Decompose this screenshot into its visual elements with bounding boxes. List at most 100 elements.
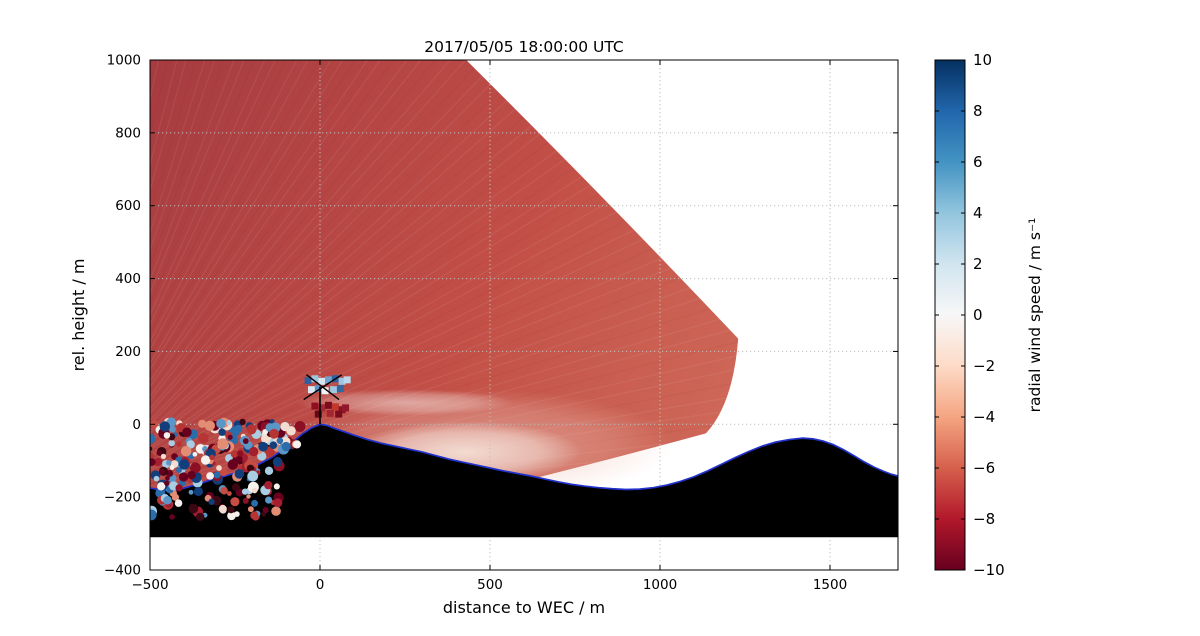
noisy-return-dot xyxy=(159,421,170,432)
noisy-return-dot xyxy=(292,440,302,449)
y-tick-label: 0 xyxy=(132,417,141,433)
noisy-return-dot xyxy=(246,464,255,472)
noisy-return-dot xyxy=(227,459,238,470)
noisy-return-dot xyxy=(153,457,163,467)
noisy-return-dot xyxy=(261,511,267,517)
noisy-return-dot xyxy=(273,498,283,508)
noisy-return-dot xyxy=(150,458,156,466)
scan-noise-pixel xyxy=(311,402,319,410)
scan-noise-pixel xyxy=(338,377,346,385)
noisy-return-dot xyxy=(209,454,215,461)
turbine-layer xyxy=(303,374,351,425)
noisy-return-dot xyxy=(226,420,232,426)
noisy-return-dot xyxy=(280,421,290,432)
scan-noise-pixel xyxy=(336,385,344,393)
terrain-silhouette xyxy=(150,424,898,538)
noisy-return-dot xyxy=(165,475,170,481)
noisy-return-dot xyxy=(272,457,283,467)
speckle-noise-layer xyxy=(150,417,306,522)
colorbar-label: radial wind speed / m s⁻¹ xyxy=(1026,218,1044,413)
noisy-return-dot xyxy=(169,426,176,433)
noisy-return-dot xyxy=(219,468,228,477)
noisy-return-dot xyxy=(231,483,240,492)
colorbar-tick-label: −8 xyxy=(973,510,995,528)
y-tick-label: 1000 xyxy=(107,53,141,69)
noisy-return-dot xyxy=(153,475,160,482)
noisy-return-dot xyxy=(271,506,281,516)
noisy-return-dot xyxy=(157,482,166,491)
noisy-return-dot xyxy=(188,503,199,514)
scan-noise-pixel xyxy=(318,404,326,412)
y-tick-label: 800 xyxy=(115,125,141,141)
noisy-return-dot xyxy=(180,445,192,457)
axes-layer: −500 0 500 1000 1500 −400 −200 0 200 400 600 800 100… xyxy=(104,53,899,593)
noisy-return-dot xyxy=(264,480,273,490)
noisy-return-dot xyxy=(227,511,236,521)
noisy-return-dot xyxy=(248,446,259,457)
noisy-return-dot xyxy=(168,439,175,447)
noisy-return-dot xyxy=(251,499,258,507)
noisy-return-dot xyxy=(175,484,183,492)
scan-noise-pixel xyxy=(308,386,315,394)
noisy-return-dot xyxy=(216,418,226,429)
colorbar-tick-label: −10 xyxy=(973,561,1005,579)
scan-noise-pixel xyxy=(314,385,322,393)
colorbar-tick-label: 4 xyxy=(973,204,983,222)
noisy-return-dot xyxy=(258,441,268,452)
y-tick-label: −200 xyxy=(104,490,141,506)
noisy-return-dot xyxy=(230,497,240,507)
colorbar-tick-label: 2 xyxy=(973,255,983,273)
noisy-return-dot xyxy=(265,496,273,504)
scan-noise-pixel xyxy=(326,409,334,417)
noisy-return-dot xyxy=(160,453,167,459)
noisy-return-dot xyxy=(206,472,214,480)
noisy-return-dot xyxy=(246,494,251,499)
noisy-return-dot xyxy=(237,450,244,457)
noisy-return-dot xyxy=(174,499,183,507)
noisy-return-dot xyxy=(164,480,170,486)
noisy-return-dot xyxy=(216,465,222,471)
noisy-return-dot xyxy=(269,428,279,439)
noisy-return-dot xyxy=(150,509,157,521)
scan-noise-pixel xyxy=(325,376,332,384)
lidar-scan-region xyxy=(150,60,739,491)
noisy-return-dot xyxy=(166,470,174,477)
noisy-return-dot xyxy=(218,428,226,436)
scan-noise-pixel xyxy=(330,386,338,394)
noisy-return-dot xyxy=(276,437,284,445)
noisy-return-dot xyxy=(227,506,235,514)
noisy-return-dot xyxy=(234,511,240,517)
colorbar-tick-label: 8 xyxy=(973,102,983,120)
noisy-return-dot xyxy=(220,486,228,495)
colorbar-tick-label: −2 xyxy=(973,357,995,375)
noisy-return-dot xyxy=(242,497,249,504)
noisy-return-dot xyxy=(176,467,182,473)
noisy-return-dot xyxy=(171,493,180,501)
x-tick-label: 0 xyxy=(316,577,325,593)
noisy-return-dot xyxy=(251,487,258,494)
y-tick-label: −400 xyxy=(104,563,141,579)
noisy-return-dot xyxy=(150,433,156,445)
noisy-return-dot xyxy=(198,419,207,428)
noisy-return-dot xyxy=(262,507,269,514)
colorbar-layer: 10 8 6 4 2 0 −2 −4 −6 −8 −10 xyxy=(934,51,1005,579)
noisy-return-dot xyxy=(234,469,245,479)
noisy-return-dot xyxy=(200,455,211,465)
noisy-return-dot xyxy=(192,451,198,457)
scan-noise-pixel xyxy=(304,377,312,385)
plot-title: 2017/05/05 18:00:00 UTC xyxy=(424,38,624,56)
noisy-return-dot xyxy=(230,450,239,458)
noisy-return-dot xyxy=(294,421,306,432)
noisy-return-dot xyxy=(273,483,280,490)
colorbar-tick-label: 10 xyxy=(973,51,992,69)
noisy-return-dot xyxy=(196,512,205,522)
noisy-return-dot xyxy=(247,506,254,513)
noisy-return-dot xyxy=(281,441,291,452)
noisy-return-dot xyxy=(239,418,246,426)
colorbar-gradient xyxy=(935,60,965,570)
noisy-return-dot xyxy=(193,486,203,497)
noisy-return-dot xyxy=(218,504,227,514)
noisy-return-dot xyxy=(241,488,249,495)
y-tick-label: 600 xyxy=(115,198,141,214)
